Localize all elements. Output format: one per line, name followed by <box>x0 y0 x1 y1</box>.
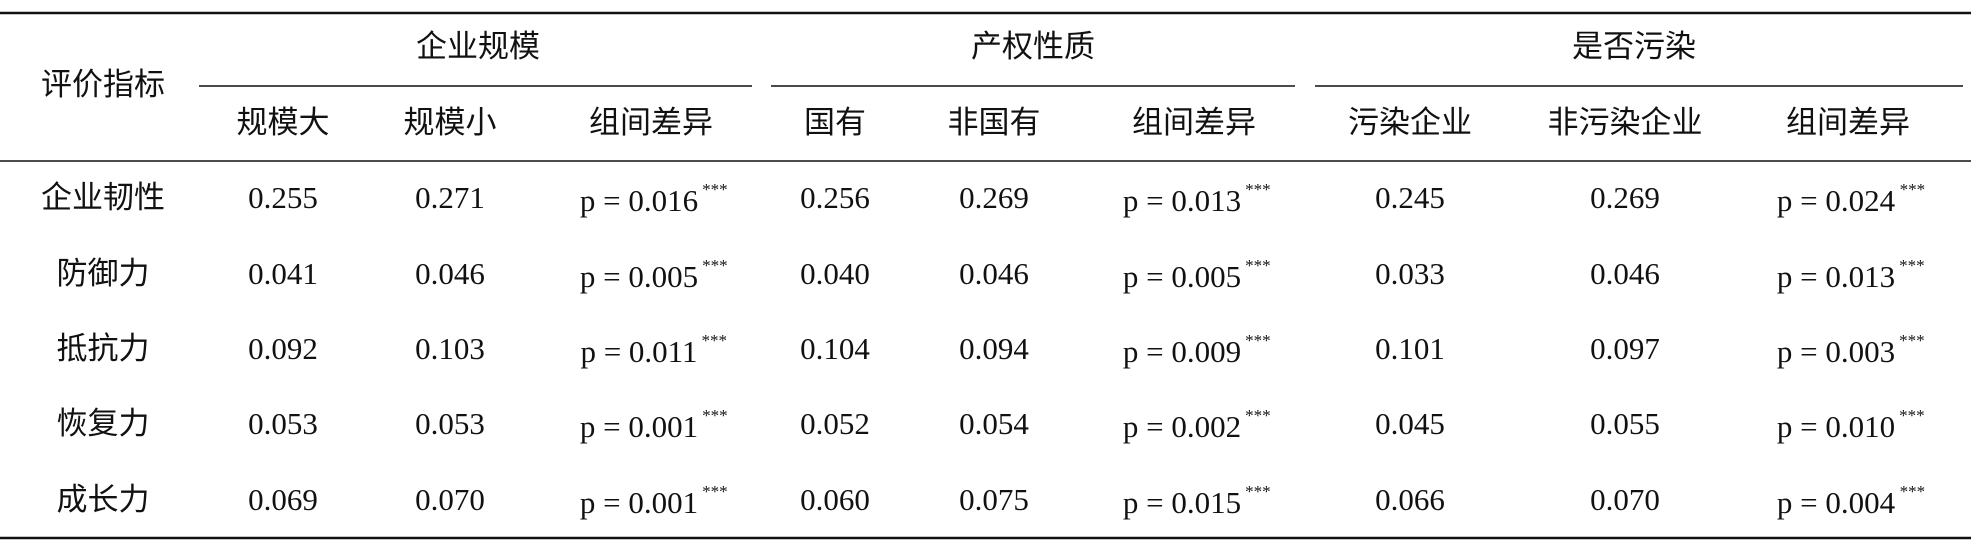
cell-value: 0.092 <box>248 331 318 366</box>
cell-value: 0.094 <box>959 331 1029 366</box>
p-value: p = 0.011 <box>580 334 697 369</box>
p-value: p = 0.013 <box>1777 259 1895 294</box>
column-header: 国有 <box>804 105 866 140</box>
p-value: p = 0.013 <box>1123 183 1241 218</box>
row-label: 恢复力 <box>57 406 150 441</box>
significance: *** <box>1899 331 1925 350</box>
cell-value: 0.055 <box>1590 406 1660 441</box>
cell-value: 0.256 <box>800 180 870 215</box>
row-label: 抵抗力 <box>57 331 150 366</box>
group-header: 企业规模 <box>416 29 540 64</box>
significance: *** <box>702 482 728 501</box>
significance: *** <box>702 256 728 275</box>
significance: *** <box>1900 180 1926 199</box>
p-value: p = 0.005 <box>580 259 698 294</box>
cell-value: 0.053 <box>248 406 318 441</box>
cell-value: 0.033 <box>1375 256 1445 291</box>
column-header: 组间差异 <box>589 105 713 140</box>
cell-value: 0.041 <box>248 256 318 291</box>
cell-value: 0.045 <box>1375 406 1445 441</box>
significance: *** <box>1245 482 1271 501</box>
column-header: 污染企业 <box>1348 105 1472 140</box>
cell-value: 0.245 <box>1375 180 1445 215</box>
p-value: p = 0.009 <box>1123 334 1241 369</box>
p-value: p = 0.001 <box>580 409 698 444</box>
corner-header: 评价指标 <box>41 67 165 102</box>
column-header: 非国有 <box>948 105 1041 140</box>
cell-value: 0.269 <box>959 180 1029 215</box>
p-value: p = 0.024 <box>1777 183 1896 218</box>
p-value: p = 0.004 <box>1777 485 1896 520</box>
column-header: 非污染企业 <box>1548 105 1703 140</box>
cell-value: 0.104 <box>800 331 870 366</box>
cell-value: 0.255 <box>248 180 318 215</box>
cell-value: 0.070 <box>1590 482 1660 517</box>
cell-value: 0.040 <box>800 256 870 291</box>
significance: *** <box>1245 256 1271 275</box>
p-value: p = 0.001 <box>580 485 698 520</box>
cell-value: 0.046 <box>959 256 1029 291</box>
group-header: 产权性质 <box>971 29 1095 64</box>
p-value: p = 0.005 <box>1123 259 1241 294</box>
cell-value: 0.269 <box>1590 180 1660 215</box>
cell-value: 0.097 <box>1590 331 1660 366</box>
cell-value: 0.060 <box>800 482 870 517</box>
cell-value: 0.052 <box>800 406 870 441</box>
significance: *** <box>702 180 728 199</box>
p-value: p = 0.016 <box>580 183 698 218</box>
column-header: 规模大 <box>237 105 330 140</box>
p-value: p = 0.003 <box>1777 334 1895 369</box>
cell-value: 0.053 <box>415 406 485 441</box>
cell-value: 0.066 <box>1375 482 1445 517</box>
significance: *** <box>1245 331 1271 350</box>
row-label: 成长力 <box>57 482 150 517</box>
column-header: 组间差异 <box>1786 105 1910 140</box>
significance: *** <box>1900 482 1926 501</box>
row-label: 防御力 <box>57 256 150 291</box>
group-header: 是否污染 <box>1572 29 1696 64</box>
column-header: 规模小 <box>404 105 497 140</box>
significance: *** <box>1245 180 1271 199</box>
cell-value: 0.069 <box>248 482 318 517</box>
p-value: p = 0.010 <box>1777 409 1895 444</box>
cell-value: 0.103 <box>415 331 485 366</box>
column-header: 组间差异 <box>1132 105 1256 140</box>
cell-value: 0.070 <box>415 482 485 517</box>
row-label: 企业韧性 <box>41 180 165 215</box>
cell-value: 0.046 <box>415 256 485 291</box>
significance: *** <box>1245 406 1271 425</box>
cell-value: 0.046 <box>1590 256 1660 291</box>
p-value: p = 0.002 <box>1123 409 1241 444</box>
cell-value: 0.075 <box>959 482 1029 517</box>
significance: *** <box>1899 406 1925 425</box>
cell-value: 0.271 <box>415 180 485 215</box>
p-value: p = 0.015 <box>1123 485 1241 520</box>
significance: *** <box>702 406 728 425</box>
cell-value: 0.101 <box>1375 331 1445 366</box>
significance: *** <box>702 331 728 350</box>
significance: *** <box>1899 256 1925 275</box>
cell-value: 0.054 <box>959 406 1029 441</box>
